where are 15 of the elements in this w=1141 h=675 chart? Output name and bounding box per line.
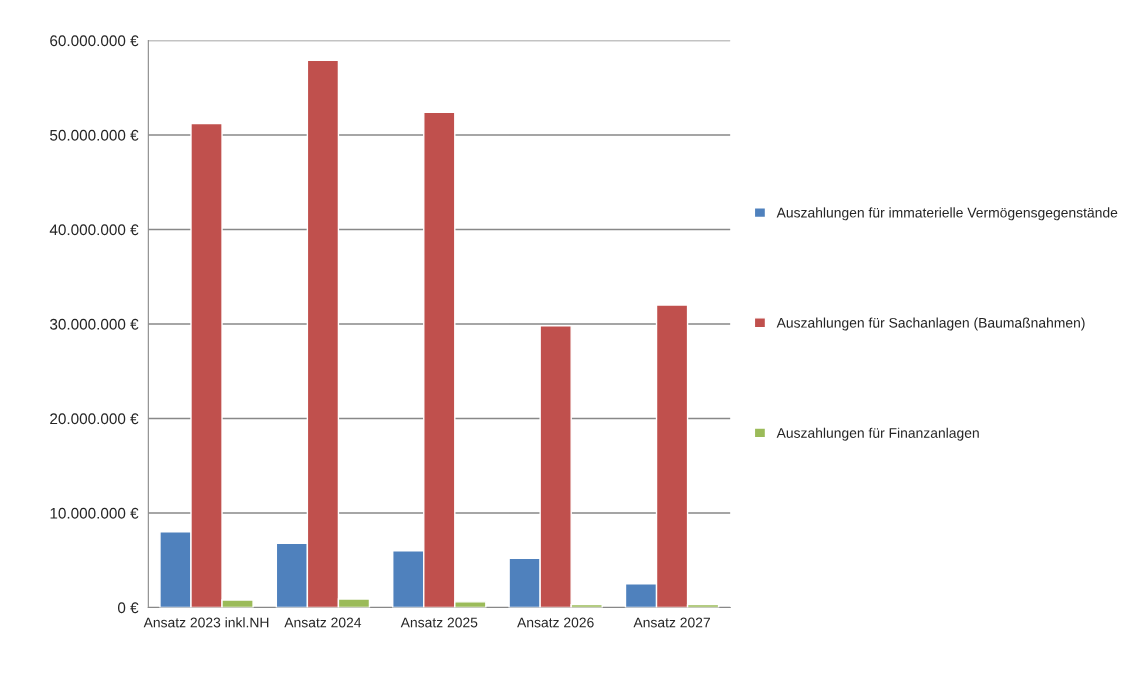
x-tick-label: Ansatz 2027 xyxy=(633,617,710,628)
y-tick-label: 30.000.000 € xyxy=(49,318,139,330)
legend-label: Auszahlungen für Finanzanlagen xyxy=(776,427,979,441)
x-tick-label: Ansatz 2026 xyxy=(517,617,594,628)
y-tick-label: 50.000.000 € xyxy=(50,129,139,141)
x-tick-label: Ansatz 2025 xyxy=(400,617,478,628)
y-tick-label: 10.000.000 € xyxy=(50,507,139,519)
y-tick-label: 40.000.000 € xyxy=(49,224,139,236)
legend-label: Auszahlungen für Sachanlagen (Baumaßnahmen) xyxy=(776,317,1085,331)
y-tick-label: 20.000.000 € xyxy=(50,413,139,425)
y-tick-label: 0 € xyxy=(117,602,139,614)
legend-label: Auszahlungen für immaterielle Vermögensgegenstände xyxy=(776,207,1118,221)
y-tick-label: 60.000.000 € xyxy=(50,35,139,47)
x-tick-label: Ansatz 2023 inkl.NH xyxy=(143,617,269,628)
x-tick-label: Ansatz 2024 xyxy=(284,617,362,628)
